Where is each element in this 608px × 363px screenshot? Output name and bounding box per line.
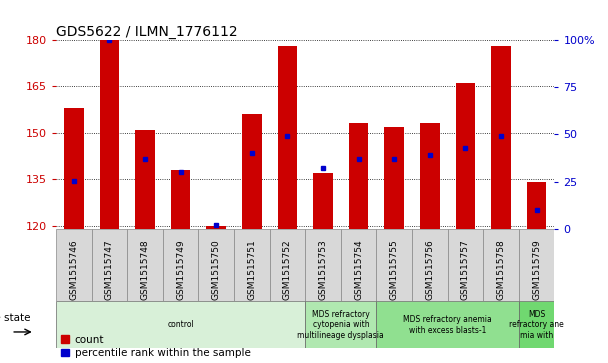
Text: GSM1515752: GSM1515752 [283, 240, 292, 300]
Bar [341, 229, 376, 301]
Bar [384, 127, 404, 229]
Bar [376, 301, 519, 348]
Text: control: control [167, 321, 194, 329]
Bar [349, 123, 368, 229]
Bar [56, 301, 305, 348]
Text: GSM1515748: GSM1515748 [140, 240, 150, 300]
Bar [100, 40, 119, 229]
Bar [455, 83, 475, 229]
Text: GSM1515750: GSM1515750 [212, 240, 221, 300]
Text: GDS5622 / ILMN_1776112: GDS5622 / ILMN_1776112 [56, 25, 238, 39]
Bar [313, 173, 333, 229]
Legend: count, percentile rank within the sample: count, percentile rank within the sample [61, 335, 250, 358]
Bar [527, 182, 547, 229]
Text: GSM1515759: GSM1515759 [532, 240, 541, 300]
Bar [447, 229, 483, 301]
Bar [483, 229, 519, 301]
Text: GSM1515754: GSM1515754 [354, 240, 363, 300]
Bar [305, 301, 376, 348]
Text: GSM1515753: GSM1515753 [319, 240, 328, 300]
Text: GSM1515747: GSM1515747 [105, 240, 114, 300]
Bar [198, 229, 234, 301]
Text: GSM1515749: GSM1515749 [176, 240, 185, 300]
Bar [135, 130, 155, 229]
Bar [420, 123, 440, 229]
Bar [519, 229, 554, 301]
Text: GSM1515757: GSM1515757 [461, 240, 470, 300]
Text: GSM1515755: GSM1515755 [390, 240, 399, 300]
Text: disease state: disease state [0, 313, 31, 323]
Bar [92, 229, 127, 301]
Bar [171, 170, 190, 229]
Text: GSM1515751: GSM1515751 [247, 240, 257, 300]
Bar [242, 114, 261, 229]
Bar [305, 229, 341, 301]
Text: GSM1515746: GSM1515746 [69, 240, 78, 300]
Bar [491, 46, 511, 229]
Bar [56, 229, 92, 301]
Text: MDS refractory anemia
with excess blasts-1: MDS refractory anemia with excess blasts… [403, 315, 492, 335]
Bar [519, 301, 554, 348]
Bar [163, 229, 198, 301]
Text: GSM1515758: GSM1515758 [497, 240, 506, 300]
Bar [64, 108, 83, 229]
Bar [234, 229, 269, 301]
Bar [206, 225, 226, 229]
Text: MDS
refractory ane
mia with: MDS refractory ane mia with [510, 310, 564, 340]
Text: MDS refractory
cytopenia with
multilineage dysplasia: MDS refractory cytopenia with multilinea… [297, 310, 384, 340]
Text: GSM1515756: GSM1515756 [426, 240, 434, 300]
Bar [376, 229, 412, 301]
Bar [269, 229, 305, 301]
Bar [278, 46, 297, 229]
Bar [127, 229, 163, 301]
Bar [412, 229, 447, 301]
